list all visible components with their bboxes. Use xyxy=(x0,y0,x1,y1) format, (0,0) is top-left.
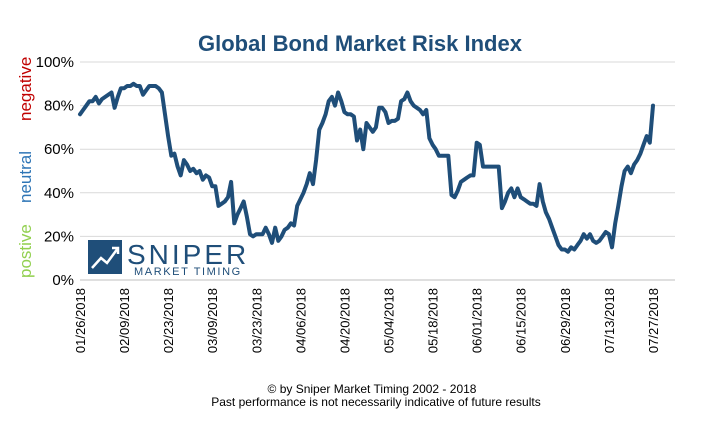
sniper-logo: SNIPER MARKET TIMING xyxy=(88,239,249,278)
x-tick-label: 03/09/2018 xyxy=(205,288,220,353)
x-tick-label: 05/18/2018 xyxy=(426,288,441,353)
negative-label: negative xyxy=(16,57,35,121)
logo-name: SNIPER xyxy=(127,239,249,270)
x-tick-label: 03/23/2018 xyxy=(249,288,264,353)
positive-label: postive xyxy=(16,224,35,278)
y-tick-label: 0% xyxy=(52,272,74,289)
x-tick-label: 06/01/2018 xyxy=(470,288,485,353)
x-tick-label: 01/26/2018 xyxy=(73,288,88,353)
x-tick-label: 02/09/2018 xyxy=(117,288,132,353)
y-tick-label: 20% xyxy=(44,228,74,245)
x-tick-label: 07/13/2018 xyxy=(602,288,617,353)
y-tick-label: 100% xyxy=(36,54,74,71)
x-tick-label: 04/20/2018 xyxy=(337,288,352,353)
x-axis-ticks: 01/26/2018 02/09/2018 02/23/2018 03/09/2018… xyxy=(73,288,661,353)
copyright-text: © by Sniper Market Timing 2002 - 2018 xyxy=(268,382,477,396)
x-tick-label: 06/15/2018 xyxy=(514,288,529,353)
logo-tagline: MARKET TIMING xyxy=(134,266,242,278)
x-tick-label: 07/27/2018 xyxy=(646,288,661,353)
series-line xyxy=(78,81,655,254)
x-tick-label: 06/29/2018 xyxy=(558,288,573,353)
chart-title: Global Bond Market Risk Index xyxy=(198,31,523,56)
y-axis-ticks: 0% 20% 40% 60% 80% 100% xyxy=(36,54,74,289)
x-tick-label: 04/06/2018 xyxy=(293,288,308,353)
gridlines xyxy=(80,61,675,281)
y-tick-label: 80% xyxy=(44,98,74,115)
y-tick-label: 40% xyxy=(44,185,74,202)
neutral-label: neutral xyxy=(16,151,35,203)
disclaimer-text: Past performance is not necessarily indi… xyxy=(211,395,540,409)
x-tick-label: 05/04/2018 xyxy=(382,288,397,353)
sentiment-labels: negative neutral postive xyxy=(16,57,35,278)
y-tick-label: 60% xyxy=(44,141,74,158)
x-tick-label: 02/23/2018 xyxy=(161,288,176,353)
chart-arrow-icon xyxy=(88,240,122,274)
